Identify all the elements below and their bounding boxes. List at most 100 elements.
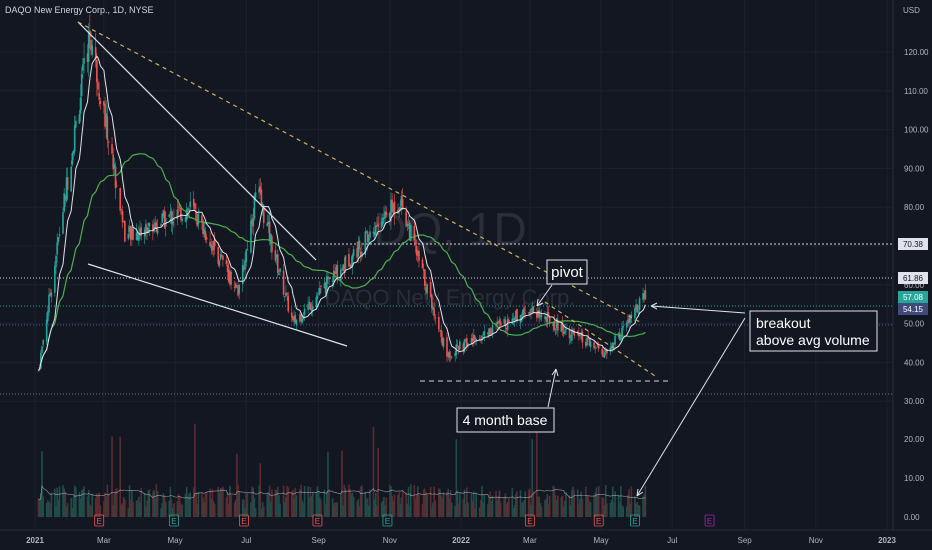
candle-body xyxy=(511,318,514,324)
volume-bar xyxy=(87,489,90,517)
candle-body xyxy=(268,221,271,241)
candle-body xyxy=(377,223,379,227)
volume-bar xyxy=(42,496,44,517)
candle-body xyxy=(320,285,322,287)
volume-bar xyxy=(153,490,155,517)
volume-bar xyxy=(131,490,133,517)
candle-body xyxy=(49,293,51,295)
candle-body xyxy=(99,100,102,105)
candle-body xyxy=(278,273,280,276)
candle-body xyxy=(470,338,473,344)
event-marker-box[interactable] xyxy=(94,514,105,527)
volume-bar xyxy=(218,493,221,517)
volume-bar xyxy=(64,491,67,517)
volume-bar xyxy=(209,488,211,517)
volume-bar xyxy=(433,486,435,517)
volume-bar xyxy=(555,500,558,517)
event-marker-box[interactable] xyxy=(630,514,640,527)
candle-body xyxy=(527,312,530,314)
volume-bars xyxy=(37,423,647,517)
candle-body xyxy=(474,336,476,340)
time-tick-label: 2023 xyxy=(878,536,896,545)
candle-body xyxy=(587,337,590,339)
event-marker-box[interactable] xyxy=(168,514,179,527)
price-tick-label: 100.00 xyxy=(904,126,929,135)
volume-bar xyxy=(295,495,298,517)
time-tick-label: May xyxy=(593,536,608,545)
candle-body xyxy=(464,338,467,340)
candle-body xyxy=(300,314,302,321)
candle-body xyxy=(105,113,107,128)
volume-bar xyxy=(195,492,197,517)
volume-bar xyxy=(516,491,518,517)
event-marker-box[interactable] xyxy=(524,514,535,527)
event-marker-box[interactable] xyxy=(312,514,323,527)
candle-body xyxy=(365,231,368,233)
candle-body xyxy=(324,282,327,294)
candle-body xyxy=(317,294,320,296)
event-marker-box[interactable] xyxy=(239,514,249,527)
candle-body xyxy=(505,327,508,329)
candle-body xyxy=(72,150,75,154)
volume-bar xyxy=(539,502,542,517)
candle-body xyxy=(389,212,391,220)
event-marker-label: E xyxy=(385,517,390,526)
volume-bar xyxy=(529,488,531,517)
candle-body xyxy=(104,103,106,127)
candle-body xyxy=(131,226,133,240)
volume-bar xyxy=(413,485,416,517)
candle-body xyxy=(189,201,192,208)
candle-body xyxy=(418,250,420,261)
candle-body xyxy=(251,219,253,224)
candle-body xyxy=(155,222,158,233)
candle-body xyxy=(332,270,335,283)
volume-bar xyxy=(593,495,595,517)
candle-body xyxy=(246,249,249,250)
candle-body xyxy=(176,209,179,220)
time-axis[interactable]: 2021 Mar May Jul Sep Nov 2022 Mar May Jul Sep Nov 20… xyxy=(26,536,896,545)
volume-bar xyxy=(576,489,579,517)
volume-bar xyxy=(267,494,270,517)
event-marker-box[interactable] xyxy=(704,514,715,527)
candle-body xyxy=(572,329,574,331)
volume-bar xyxy=(432,502,434,517)
event-marker-box[interactable] xyxy=(382,514,393,527)
candle-body xyxy=(491,325,494,335)
event-marker-box[interactable] xyxy=(593,514,604,527)
volume-bar xyxy=(474,508,476,517)
volume-bar xyxy=(429,486,432,517)
volume-bar xyxy=(285,496,287,517)
volume-bar xyxy=(244,508,246,517)
volume-bar xyxy=(364,491,367,517)
volume-bar xyxy=(279,503,281,517)
price-badge-61: 61.86 xyxy=(903,274,924,283)
candle-body xyxy=(448,351,451,358)
candle-body xyxy=(573,330,576,336)
candle-body xyxy=(334,271,336,274)
candle-body xyxy=(213,238,216,247)
candle-body xyxy=(152,224,154,232)
candle-body xyxy=(73,125,76,152)
volume-bar xyxy=(503,497,505,517)
pivot-arrow-head xyxy=(536,298,544,307)
candle-body xyxy=(398,208,400,211)
volume-bar xyxy=(234,499,237,517)
volume-bar xyxy=(177,493,180,517)
price-tick-label: 40.00 xyxy=(904,358,925,367)
volume-bar xyxy=(300,484,302,517)
candle-body xyxy=(456,345,459,347)
candle-body xyxy=(286,292,288,295)
candle-body xyxy=(483,331,486,336)
candle-body xyxy=(129,226,132,240)
volume-bar xyxy=(227,504,230,517)
volume-bar xyxy=(401,489,404,517)
candle-body xyxy=(323,283,326,289)
volume-bar xyxy=(385,497,388,517)
candle-body xyxy=(638,298,641,310)
candle-body xyxy=(279,268,281,272)
volume-bar xyxy=(548,495,551,517)
volume-bar xyxy=(219,487,222,517)
volume-bar xyxy=(138,496,140,517)
